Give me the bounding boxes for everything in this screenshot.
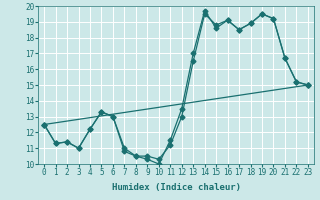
X-axis label: Humidex (Indice chaleur): Humidex (Indice chaleur) — [111, 183, 241, 192]
